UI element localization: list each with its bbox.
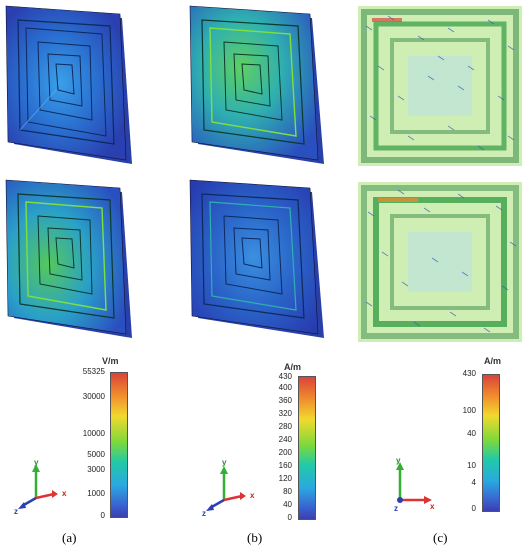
legend-a-tick: 3000 [87,465,105,474]
legend-c-tick: 40 [467,429,476,438]
legend-b-tick: 80 [283,487,292,496]
legend-a-tick: 0 [100,511,105,520]
legend-a-tick: 30000 [82,392,105,401]
legend-b-tick: 0 [287,513,292,522]
axis-label-x: x [430,502,435,511]
legend-b-tick: 430 [278,372,292,381]
legend-b-colorbar [298,376,316,520]
caption-c: (c) [433,530,448,545]
caption-a: (a) [62,530,77,545]
field-plot-b-top [189,5,324,164]
legend-c-tick: 4 [471,478,476,487]
legend-b-unit: A/m [284,362,302,372]
caption-b: (b) [247,530,263,545]
axis-label-y: y [222,458,227,467]
legend-c-tick: 10 [467,461,476,470]
field-plot-a-bottom [5,179,132,338]
legend-c-colorbar [482,374,500,512]
axis-label-z: z [14,507,18,516]
axis-label-z: z [394,504,398,513]
legend-b-tick: 240 [278,435,292,444]
field-plot-b-bottom [189,179,324,338]
legend-a-unit: V/m [102,356,119,366]
axis-triad-a [18,464,58,509]
axis-label-y: y [396,456,401,465]
legend-a-colorbar [110,372,128,518]
legend-b-tick: 160 [278,461,292,470]
legend-b-tick: 200 [278,448,292,457]
legend-c-tick: 430 [462,369,476,378]
legend-b-tick: 320 [278,409,292,418]
legend-b-tick: 280 [278,422,292,431]
legend-a-tick: 55325 [82,367,105,376]
legend-b-tick: 360 [278,396,292,405]
axis-label-x: x [250,491,255,500]
axis-label-x: x [62,489,67,498]
vector-plot-c-bottom [358,182,522,342]
axis-label-y: y [34,458,39,467]
legend-c-tick: 100 [462,406,476,415]
legend-a-tick: 1000 [87,489,105,498]
axis-label-z: z [202,509,206,518]
legend-c-unit: A/m [484,356,502,366]
legend-b-tick: 120 [278,474,292,483]
field-plot-a-top [5,5,132,164]
legend-a-tick: 10000 [82,429,105,438]
legend-b-tick: 40 [283,500,292,509]
legend-a-tick: 5000 [87,450,105,459]
vector-plot-c-top [358,6,522,166]
axis-triad-c [396,462,432,504]
axis-triad-b [206,466,246,511]
legend-b-tick: 400 [278,383,292,392]
legend-c-tick: 0 [471,504,476,513]
